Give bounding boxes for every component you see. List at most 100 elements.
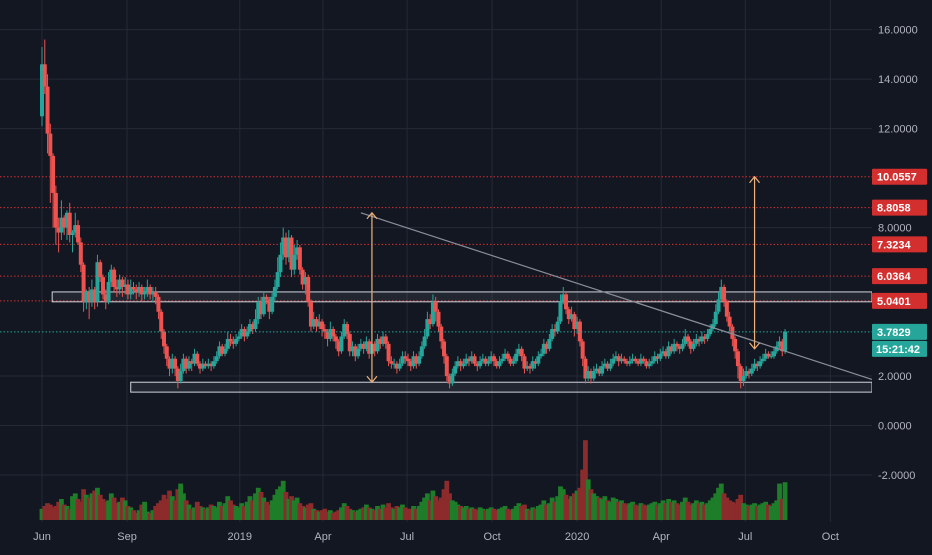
volume-bar (253, 493, 258, 520)
candle-body (497, 361, 502, 367)
volume-bar (286, 499, 292, 520)
candle-body (40, 64, 44, 117)
volume-bar (444, 480, 450, 520)
candle-body (142, 291, 147, 295)
candle-body (735, 351, 740, 367)
volume-bar (558, 486, 563, 520)
volume-bar (230, 504, 236, 520)
candle-body (311, 319, 316, 327)
arrow-head-down (366, 375, 378, 384)
candle-body (486, 361, 491, 364)
volume-bar (596, 497, 602, 520)
candle-body (145, 286, 150, 292)
volume-bar (280, 480, 286, 520)
volume-bar (336, 510, 342, 520)
candle-body (400, 356, 405, 364)
candle-body (100, 277, 105, 295)
volume-bar (59, 499, 64, 520)
candle-body (422, 336, 427, 347)
candle-body (386, 343, 391, 362)
candle-body (114, 286, 119, 290)
candle-body (123, 284, 128, 287)
candle-body (236, 336, 241, 339)
candle-body (167, 358, 172, 369)
volume-bar (289, 496, 294, 520)
volume-bar (400, 504, 405, 520)
candle-body (749, 368, 754, 374)
candle-body (741, 376, 746, 381)
volume-bar (727, 500, 733, 520)
volume-bar (735, 499, 741, 520)
volume-bar (111, 497, 117, 520)
volume-bar (436, 500, 441, 520)
candle-body (76, 225, 81, 243)
volume-bar (192, 507, 197, 520)
trendline[interactable] (360, 212, 877, 382)
volume-bar (125, 506, 131, 520)
zone-rectangle[interactable] (130, 381, 873, 393)
volume-bar (186, 504, 192, 520)
volume-bar (494, 510, 500, 520)
volume-bar (217, 501, 222, 520)
candle-body (541, 343, 546, 354)
volume-bar (469, 507, 475, 520)
volume-bar (75, 499, 81, 520)
price-label-text: 10.0557 (877, 172, 917, 184)
zone-rectangle[interactable] (51, 291, 873, 303)
volume-bar (297, 503, 303, 520)
volume-bar (361, 507, 367, 520)
volume-bar (552, 501, 558, 520)
volume-bar (352, 511, 358, 520)
volume-bar (777, 483, 782, 520)
volume-bar (50, 507, 56, 520)
volume-bar (244, 501, 250, 520)
volume-bar (768, 506, 774, 520)
volume-bar (497, 508, 502, 520)
volume-bar (652, 501, 658, 520)
candle-body (780, 341, 785, 352)
candle-body (514, 353, 519, 362)
candle-body (186, 361, 191, 369)
volume-bar (499, 507, 505, 520)
candle-body (306, 277, 311, 302)
candle-body (478, 361, 483, 367)
volume-bar (89, 493, 95, 520)
volume-bar (300, 506, 306, 520)
candle-body (652, 356, 657, 362)
price-label-text: 6.0364 (877, 271, 912, 283)
candle-body (694, 338, 699, 344)
candle-body (511, 361, 516, 364)
volume-bars (39, 440, 788, 520)
candle-body (161, 331, 166, 347)
candle-body (125, 284, 130, 295)
candle-body (569, 314, 574, 320)
volume-bar (347, 508, 353, 520)
candle-body (209, 363, 214, 367)
volume-bar (45, 503, 50, 520)
volume-bar (599, 499, 605, 520)
arrow-head-down (749, 342, 761, 350)
time-tick-label: Oct (822, 531, 839, 543)
volume-bar (705, 503, 710, 520)
candle-body (84, 291, 89, 302)
price-axis[interactable]: 16.0000 14.0000 12.0000 8.0000 2.0000 0.0000 -… (872, 0, 932, 550)
candle-body (378, 338, 383, 344)
candle-body (184, 358, 189, 369)
candle-body (564, 294, 569, 310)
candle-body (131, 286, 136, 290)
drawings[interactable] (360, 175, 877, 384)
volume-bar (380, 504, 386, 520)
candle-body (181, 358, 186, 372)
time-axis[interactable]: Jun Sep 2019 Apr Jul Oct 2020 Apr Jul Oct (0, 522, 872, 550)
candle-body (364, 341, 369, 349)
volume-bar (61, 504, 67, 520)
volume-bar (685, 501, 691, 520)
candles (40, 39, 788, 389)
candle-body (62, 217, 67, 228)
volume-bar (569, 496, 574, 520)
volume-bar (508, 510, 513, 520)
candle-body (458, 361, 463, 367)
volume-bar (724, 497, 730, 520)
